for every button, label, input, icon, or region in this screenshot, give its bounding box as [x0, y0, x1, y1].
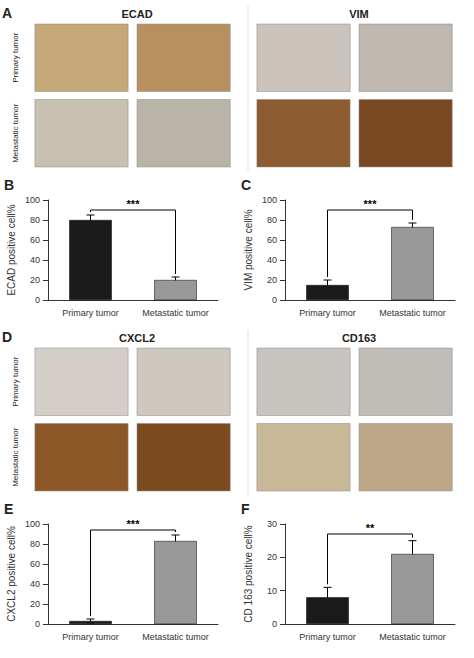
svg-text:20: 20 — [267, 275, 277, 285]
svg-text:100: 100 — [25, 519, 40, 529]
svg-text:C: C — [241, 177, 251, 193]
svg-text:D: D — [2, 329, 12, 345]
svg-text:CD163: CD163 — [342, 332, 376, 344]
svg-text:40: 40 — [267, 255, 277, 265]
svg-text:Primary tumor: Primary tumor — [299, 308, 356, 318]
svg-text:Metastatic tumor: Metastatic tumor — [11, 103, 20, 162]
svg-text:CXCL2: CXCL2 — [119, 332, 155, 344]
svg-text:0: 0 — [35, 295, 40, 305]
svg-text:40: 40 — [30, 255, 40, 265]
svg-text:100: 100 — [25, 195, 40, 205]
svg-text:***: *** — [364, 198, 378, 210]
svg-text:20: 20 — [30, 275, 40, 285]
svg-text:F: F — [241, 501, 250, 517]
svg-text:***: *** — [127, 518, 141, 530]
svg-text:CD 163 positive cell%: CD 163 positive cell% — [243, 525, 254, 622]
svg-text:Primary tumor: Primary tumor — [299, 632, 356, 642]
svg-text:10: 10 — [267, 586, 277, 596]
svg-text:Primary tumor: Primary tumor — [11, 356, 20, 407]
svg-text:E: E — [4, 501, 13, 517]
svg-text:0: 0 — [272, 619, 277, 629]
svg-text:**: ** — [366, 522, 375, 534]
svg-text:B: B — [4, 177, 14, 193]
svg-text:0: 0 — [272, 295, 277, 305]
svg-text:0: 0 — [35, 619, 40, 629]
svg-text:60: 60 — [267, 235, 277, 245]
svg-text:40: 40 — [30, 579, 40, 589]
svg-text:A: A — [2, 5, 12, 21]
svg-text:VIM: VIM — [349, 8, 369, 20]
svg-text:Metastatic tumor: Metastatic tumor — [142, 308, 209, 318]
svg-text:100: 100 — [262, 195, 277, 205]
svg-text:Metastatic tumor: Metastatic tumor — [379, 632, 446, 642]
svg-text:80: 80 — [267, 215, 277, 225]
svg-text:20: 20 — [30, 599, 40, 609]
svg-text:Metastatic tumor: Metastatic tumor — [379, 308, 446, 318]
svg-text:20: 20 — [267, 552, 277, 562]
svg-text:80: 80 — [30, 215, 40, 225]
svg-text:ECAD: ECAD — [121, 8, 152, 20]
svg-text:***: *** — [127, 198, 141, 210]
svg-text:80: 80 — [30, 539, 40, 549]
svg-text:CXCL2 positive cell%: CXCL2 positive cell% — [6, 526, 17, 622]
svg-text:VIM positive cell%: VIM positive cell% — [243, 209, 254, 290]
svg-text:Primary tumor: Primary tumor — [62, 632, 119, 642]
svg-text:Metastatic tumor: Metastatic tumor — [11, 427, 20, 486]
svg-text:Primary tumor: Primary tumor — [11, 32, 20, 83]
svg-text:60: 60 — [30, 235, 40, 245]
svg-text:Metastatic tumor: Metastatic tumor — [142, 632, 209, 642]
svg-text:30: 30 — [267, 519, 277, 529]
svg-text:60: 60 — [30, 559, 40, 569]
svg-text:ECAD positive cell%: ECAD positive cell% — [6, 204, 17, 295]
svg-text:Primary tumor: Primary tumor — [62, 308, 119, 318]
